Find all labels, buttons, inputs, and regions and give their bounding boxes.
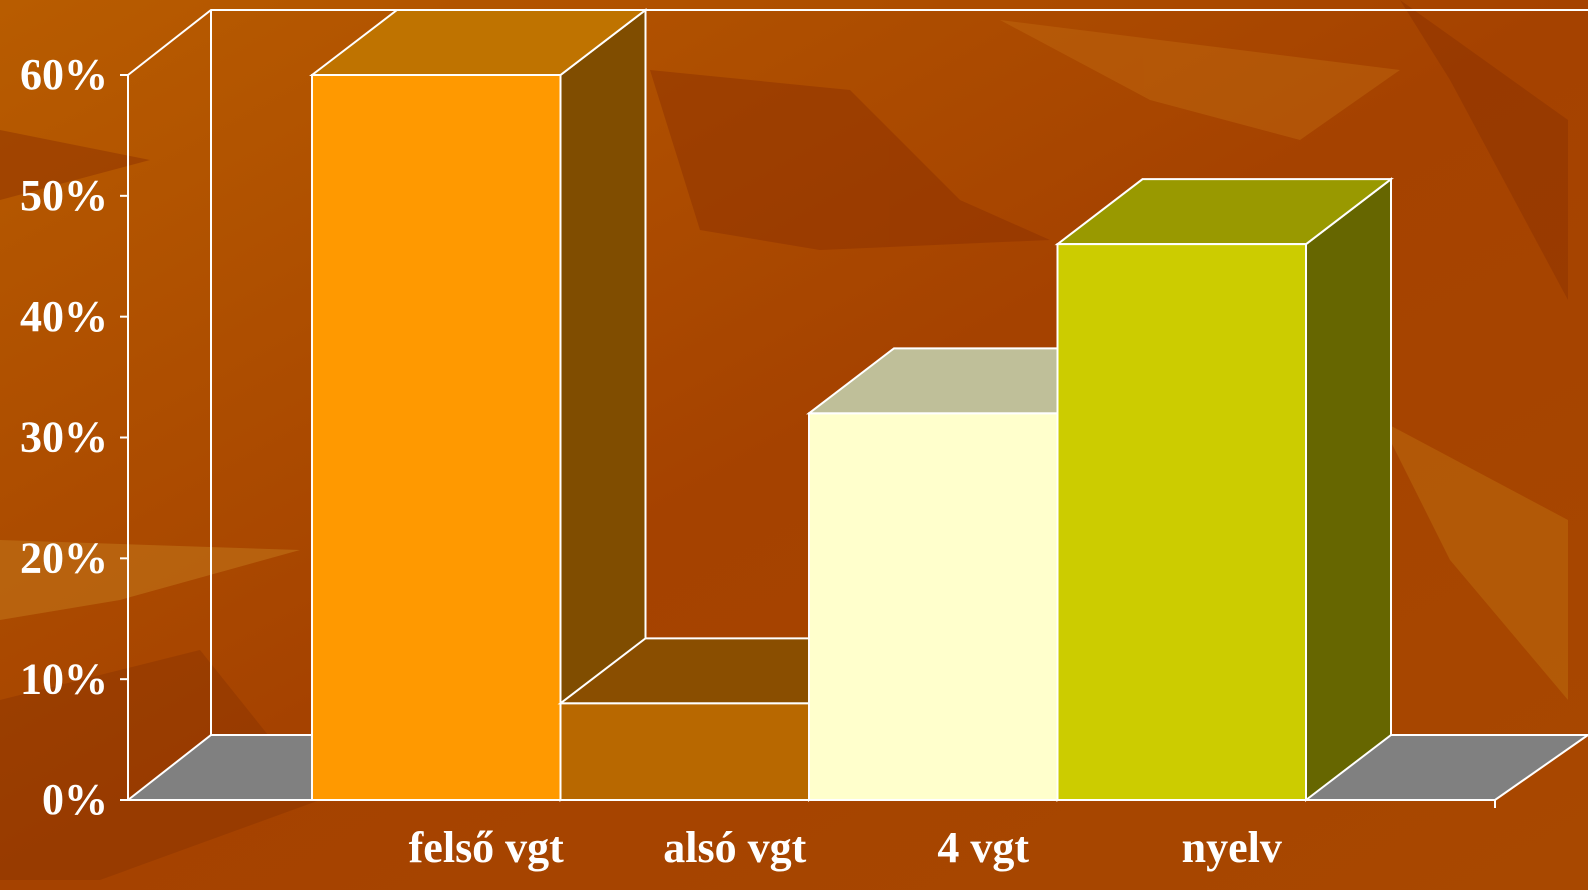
y-tick-label: 20% <box>20 533 108 582</box>
bar-front <box>1056 243 1307 801</box>
y-tick-label: 40% <box>20 292 108 341</box>
bar <box>309 7 649 803</box>
y-tick-label: 60% <box>20 50 108 99</box>
y-tick-label: 30% <box>20 413 108 462</box>
bar-front <box>559 702 810 801</box>
y-tick-label: 10% <box>20 654 108 703</box>
x-tick-label: alsó vgt <box>663 823 806 872</box>
x-tick-label: nyelv <box>1182 823 1282 872</box>
x-tick-label: 4 vgt <box>937 823 1029 872</box>
y-tick-label: 0% <box>42 775 108 824</box>
y-tick-label: 50% <box>20 171 108 220</box>
bar-side <box>1305 177 1392 803</box>
bar-front <box>808 412 1059 801</box>
plot-area: 0% 10% 20% 30% 40% 50% 60% felső vgt alsó vgt 4 v… <box>20 7 1588 872</box>
bar-front <box>311 74 562 801</box>
x-tick-label: felső vgt <box>409 823 565 872</box>
background-texture <box>0 0 1568 880</box>
bar <box>1054 177 1394 803</box>
